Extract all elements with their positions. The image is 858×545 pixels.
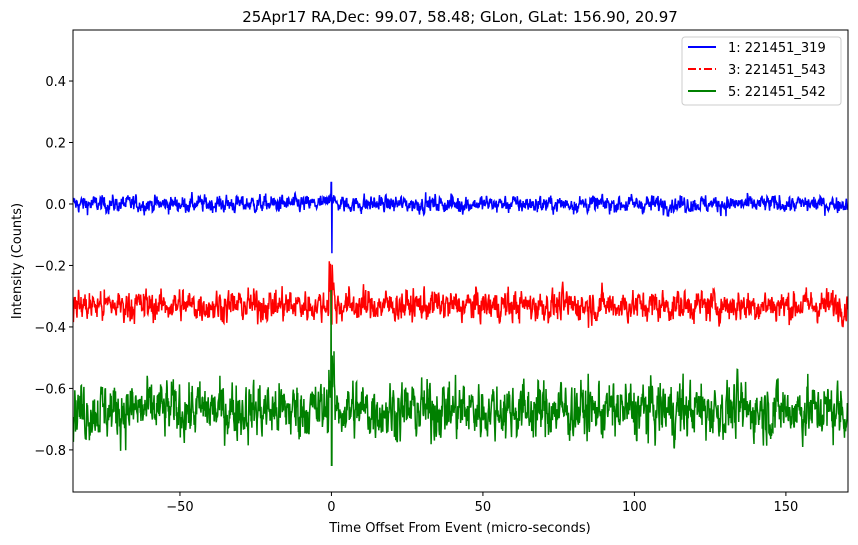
legend-label-2: 3: 221451_543 — [728, 63, 826, 78]
y-tick-label: −0.2 — [34, 259, 66, 274]
series-layer — [73, 181, 848, 467]
legend-label-1: 1: 221451_319 — [728, 41, 826, 56]
series-line-1 — [73, 181, 848, 254]
legend: 1: 221451_319 3: 221451_543 5: 221451_542 — [681, 36, 842, 106]
legend-box — [681, 36, 842, 106]
plot-frame — [72, 29, 849, 493]
chart-title: 25Apr17 RA,Dec: 99.07, 58.48; GLon, GLat… — [242, 8, 678, 26]
x-axis-label: Time Offset From Event (micro-seconds) — [328, 521, 591, 536]
x-tick-label: 50 — [475, 500, 492, 515]
x-axis: −50 0 50 100 150 — [166, 492, 798, 515]
series-line-3 — [73, 289, 848, 467]
y-tick-label: −0.8 — [34, 444, 66, 459]
y-tick-label: −0.6 — [34, 382, 66, 397]
x-tick-label: 0 — [327, 500, 335, 515]
series-line-2 — [73, 261, 848, 328]
y-tick-label: −0.4 — [34, 321, 66, 336]
x-tick-label: 150 — [773, 500, 798, 515]
y-axis-label: Intensity (Counts) — [10, 203, 25, 319]
y-tick-label: 0.2 — [45, 137, 66, 152]
y-tick-label: 0.0 — [45, 198, 66, 213]
y-tick-label: 0.4 — [45, 75, 66, 90]
legend-label-3: 5: 221451_542 — [728, 85, 826, 100]
x-tick-label: −50 — [166, 500, 193, 515]
y-axis: 0.4 0.2 0.0 −0.2 −0.4 −0.6 −0.8 — [34, 75, 73, 459]
x-tick-label: 100 — [622, 500, 647, 515]
